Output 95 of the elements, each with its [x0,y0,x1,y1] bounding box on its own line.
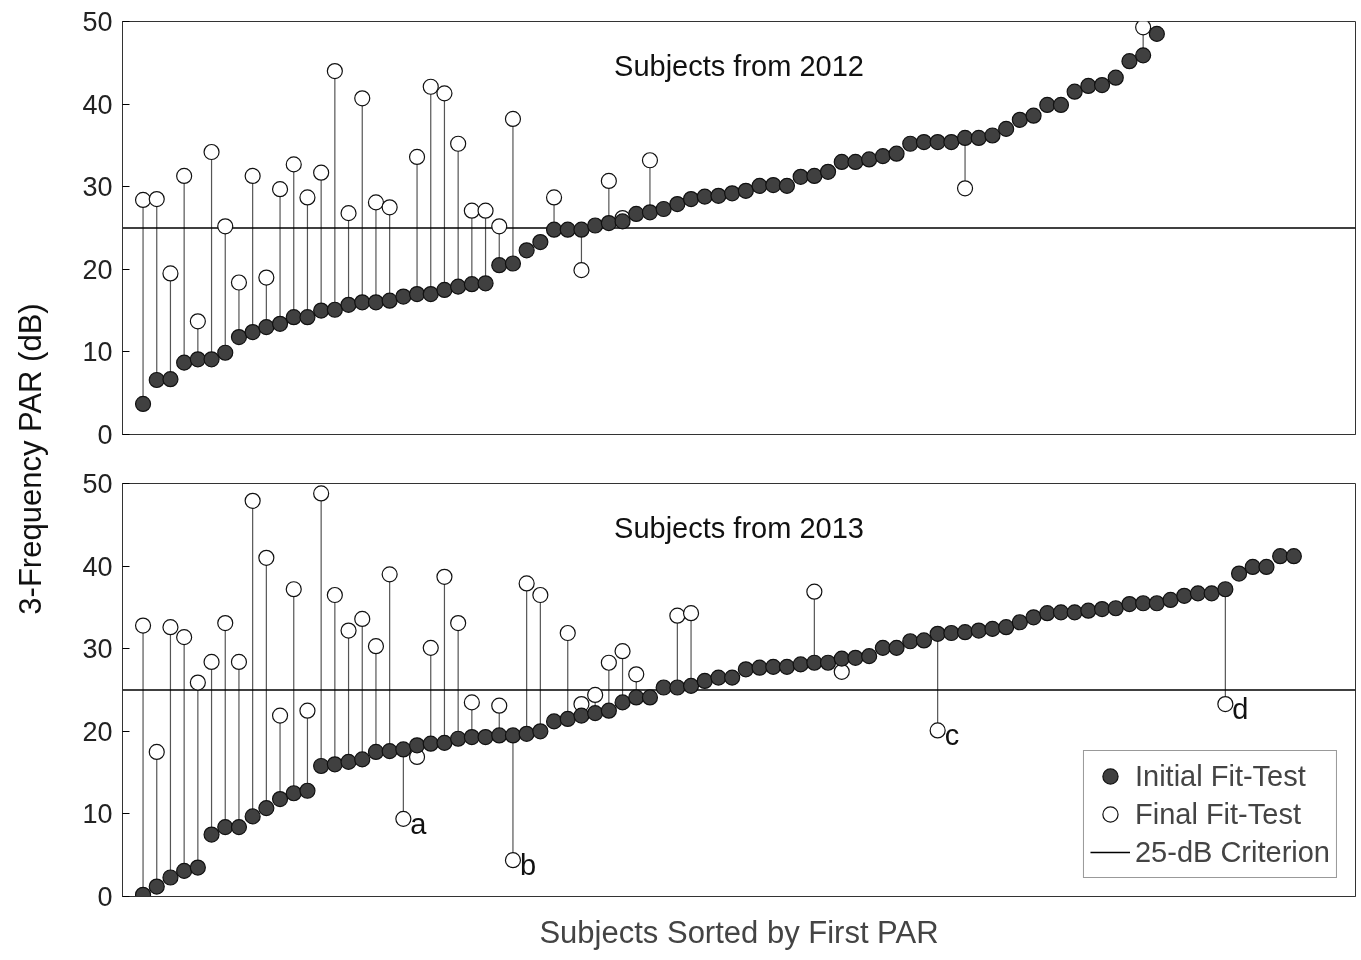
point [806,583,823,600]
point [833,663,850,680]
point [450,615,467,632]
point [148,743,165,761]
point [162,619,179,636]
point [134,191,152,208]
point [203,143,220,161]
point [340,205,357,222]
point [600,654,617,671]
point [313,164,330,181]
annotation: c [944,719,960,752]
legend-label: Final Fit-Test [1134,796,1301,832]
point [477,202,494,219]
annotation: a [410,807,428,840]
point [450,135,467,152]
legend-label: Initial Fit-Test [1134,758,1306,794]
point [422,639,439,656]
point [326,586,343,604]
point [176,629,193,646]
point [354,610,371,628]
point [587,686,604,704]
point [600,172,617,189]
point [408,148,426,166]
y-tick-label: 40 [82,89,113,120]
y-tick-label: 30 [82,634,113,665]
point [573,262,590,279]
point [614,643,631,660]
point [271,181,289,198]
y-tick-label: 20 [82,716,113,747]
annotation: b [519,849,537,882]
point [641,152,659,169]
text: Subjects from 2013 [614,511,864,544]
point [463,202,480,219]
point [559,624,576,642]
point [189,313,206,330]
y-axis-title: 3-Frequency PAR (dB) [13,303,48,615]
point [299,189,316,206]
point [628,666,645,683]
point [1217,695,1234,713]
point [436,568,453,585]
point [367,194,385,211]
point [491,218,508,235]
point [682,605,700,622]
point [217,218,234,235]
point [504,852,522,869]
y-tick-label: 40 [82,551,113,582]
point [929,722,946,739]
point [491,697,508,714]
y-tick-label: 0 [97,420,113,450]
annotation: d [1232,693,1249,726]
point [176,167,193,185]
y-tick-label: 10 [82,337,113,368]
point [230,274,248,291]
y-tick-label: 50 [82,469,113,499]
y-tick-label: 20 [82,254,113,285]
point [326,62,343,80]
point [532,586,549,604]
y-tick-label: 0 [97,882,113,912]
point [313,485,330,502]
point [258,269,275,286]
point [518,575,535,592]
y-tick-label: 30 [82,172,113,203]
text: Subjects from 2012 [614,49,864,82]
point [422,78,439,95]
point [436,85,453,102]
point [258,549,275,566]
point [285,581,302,598]
point [244,492,261,509]
point [463,694,480,711]
point [148,191,165,208]
point [381,566,398,583]
x-axis-title: Subjects Sorted by First PAR [539,914,939,950]
point [162,265,179,282]
point [203,653,220,670]
point [381,199,398,216]
point [244,167,261,185]
y-tick-label: 10 [82,799,113,830]
legend-label: 25-dB Criterion [1134,834,1330,870]
point [134,617,152,634]
point [230,653,248,670]
point [285,156,302,173]
y-tick-label: 50 [82,7,113,37]
point [340,622,357,639]
point [956,180,974,197]
point [299,702,316,719]
point [669,607,686,624]
point [354,90,371,107]
point [545,189,563,206]
point [1135,21,1152,36]
point [217,615,234,632]
point [189,674,206,691]
point [395,810,412,827]
point [271,707,289,724]
point [367,638,385,655]
point [504,110,522,128]
